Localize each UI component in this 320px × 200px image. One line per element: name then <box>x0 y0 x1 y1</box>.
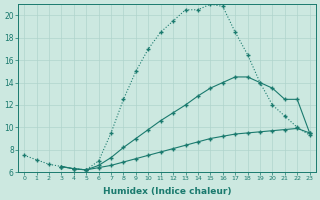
X-axis label: Humidex (Indice chaleur): Humidex (Indice chaleur) <box>103 187 231 196</box>
